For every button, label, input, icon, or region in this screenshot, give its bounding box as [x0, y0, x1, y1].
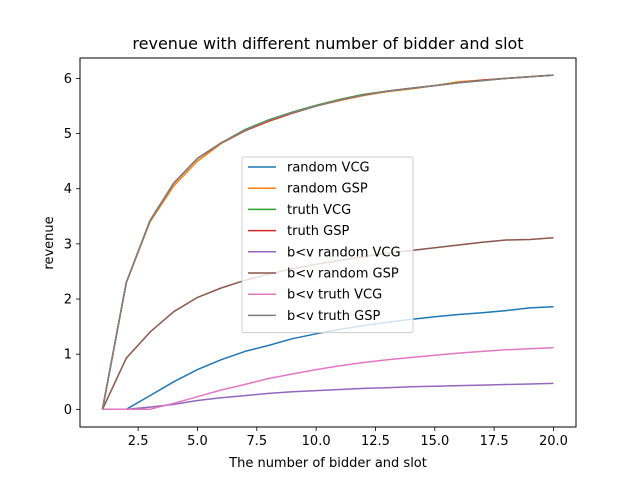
y-axis-title: revenue	[42, 216, 57, 269]
x-tick-label: 10.0	[302, 434, 331, 449]
x-axis: 2.5 5.0 7.5 10.0 12.5 15.0 17.5 20.0	[128, 427, 568, 449]
legend-label: b<v random VCG	[287, 245, 401, 260]
legend-label: random GSP	[287, 182, 368, 197]
x-tick-label: 2.5	[128, 434, 149, 449]
x-tick-label: 17.5	[480, 434, 509, 449]
legend-label: b<v random GSP	[287, 267, 399, 282]
y-tick-label: 2	[64, 293, 72, 308]
x-tick-label: 5.0	[187, 434, 208, 449]
y-tick-label: 5	[64, 127, 72, 142]
x-tick-label: 20.0	[539, 434, 568, 449]
legend-box	[241, 156, 414, 334]
y-axis: 0 1 2 3 4 5 6	[64, 72, 80, 418]
y-tick-label: 1	[64, 348, 72, 363]
plot-frame	[79, 57, 577, 428]
legend-label: random VCG	[287, 161, 370, 176]
y-tick-label: 4	[64, 182, 72, 197]
x-axis-title: The number of bidder and slot	[228, 456, 427, 471]
legend-label: truth GSP	[287, 224, 349, 239]
legend: random VCG random GSP truth VCG truth GSP b<…	[241, 156, 414, 334]
x-tick-label: 12.5	[361, 434, 390, 449]
legend-label: b<v truth GSP	[287, 309, 380, 324]
series-line-7	[102, 346, 554, 411]
y-tick-label: 3	[64, 237, 72, 252]
x-tick-label: 15.0	[420, 434, 449, 449]
legend-label: b<v truth VCG	[287, 288, 382, 303]
x-tick-label: 7.5	[246, 434, 267, 449]
series-line-5	[102, 382, 554, 411]
chart-title: revenue with different number of bidder …	[132, 34, 523, 53]
series-line-8	[101, 74, 554, 410]
legend-label: truth VCG	[287, 203, 351, 218]
y-tick-label: 6	[64, 72, 72, 87]
y-tick-label: 0	[64, 403, 72, 418]
